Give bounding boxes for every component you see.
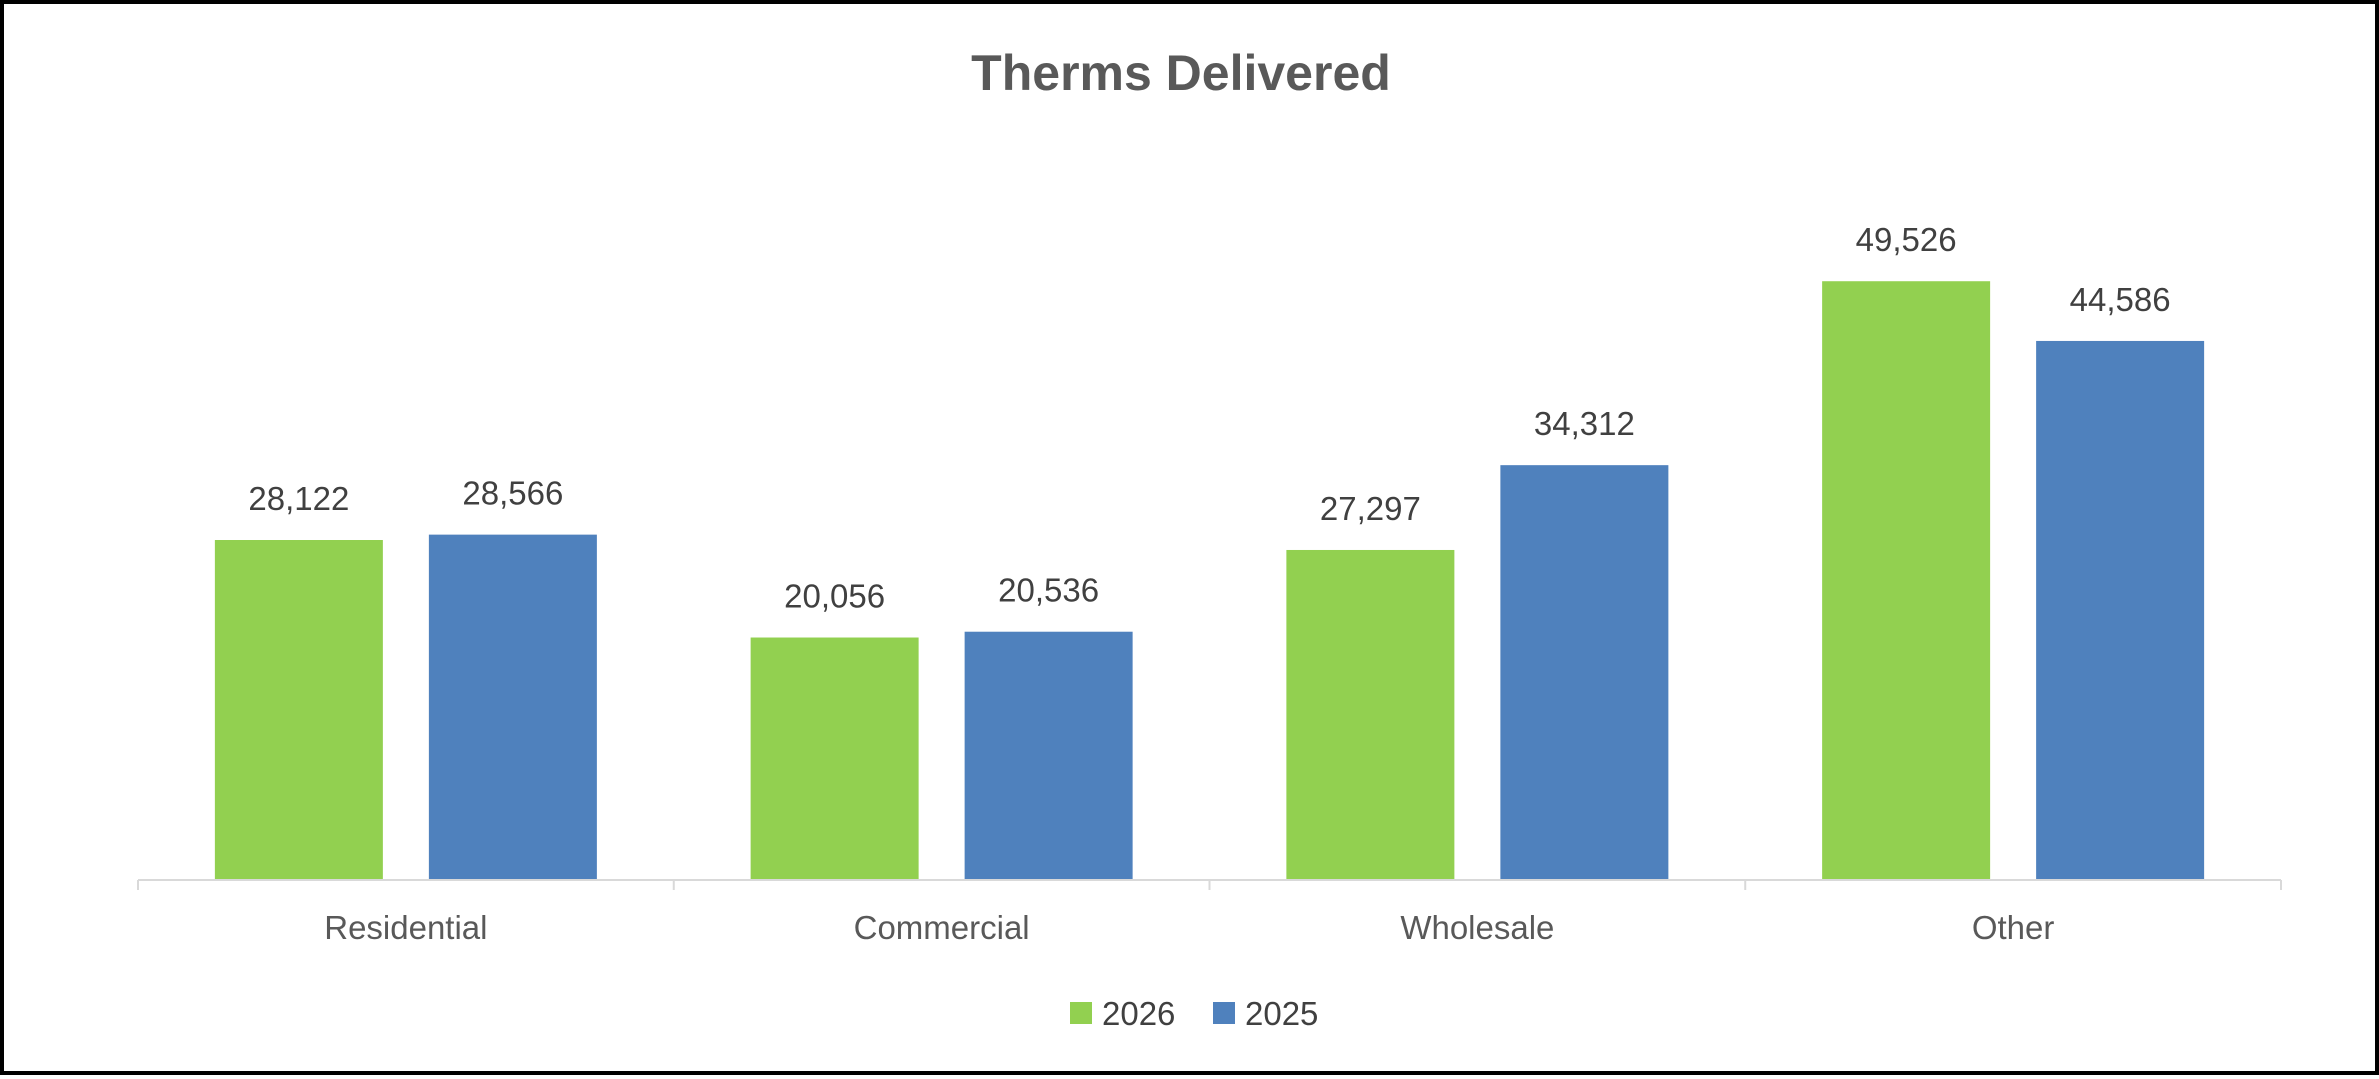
data-label-other-2026: 49,526 xyxy=(1856,221,1957,258)
legend-label-2025: 2025 xyxy=(1245,995,1318,1032)
bar-residential-2025 xyxy=(428,534,597,880)
data-label-other-2025: 44,586 xyxy=(2070,281,2171,318)
x-tick-label-wholesale: Wholesale xyxy=(1400,909,1554,946)
x-tick-label-residential: Residential xyxy=(324,909,487,946)
bar-commercial-2025 xyxy=(964,631,1133,880)
bar-wholesale-2026 xyxy=(1286,549,1455,880)
x-tick-label-commercial: Commercial xyxy=(854,909,1030,946)
bar-commercial-2026 xyxy=(750,637,919,880)
x-axis: Residential Commercial Wholesale Other xyxy=(137,879,2282,946)
bar-wholesale-2025 xyxy=(1500,465,1669,880)
data-label-wholesale-2025: 34,312 xyxy=(1534,405,1635,442)
legend-label-2026: 2026 xyxy=(1102,995,1175,1032)
bar-other-2026 xyxy=(1822,281,1991,881)
legend-swatch-2026 xyxy=(1070,1002,1092,1024)
x-tick-label-other: Other xyxy=(1972,909,2055,946)
bars-group xyxy=(214,281,2205,881)
bar-other-2025 xyxy=(2036,340,2205,881)
bar-residential-2026 xyxy=(214,540,383,880)
chart-title: Therms Delivered xyxy=(971,45,1391,101)
data-labels-group: 28,122 28,566 20,056 20,536 27,297 34,312 49,5… xyxy=(248,221,2170,614)
bar-chart: Therms Delivered 28,122 28,566 20,056 20,53… xyxy=(137,45,2282,1032)
legend-swatch-2025 xyxy=(1213,1002,1235,1024)
data-label-commercial-2025: 20,536 xyxy=(998,572,1099,609)
data-label-commercial-2026: 20,056 xyxy=(784,578,885,615)
legend: 2026 2025 xyxy=(1070,995,1318,1032)
data-label-residential-2026: 28,122 xyxy=(248,480,349,517)
data-label-residential-2025: 28,566 xyxy=(462,475,563,512)
data-label-wholesale-2026: 27,297 xyxy=(1320,490,1421,527)
